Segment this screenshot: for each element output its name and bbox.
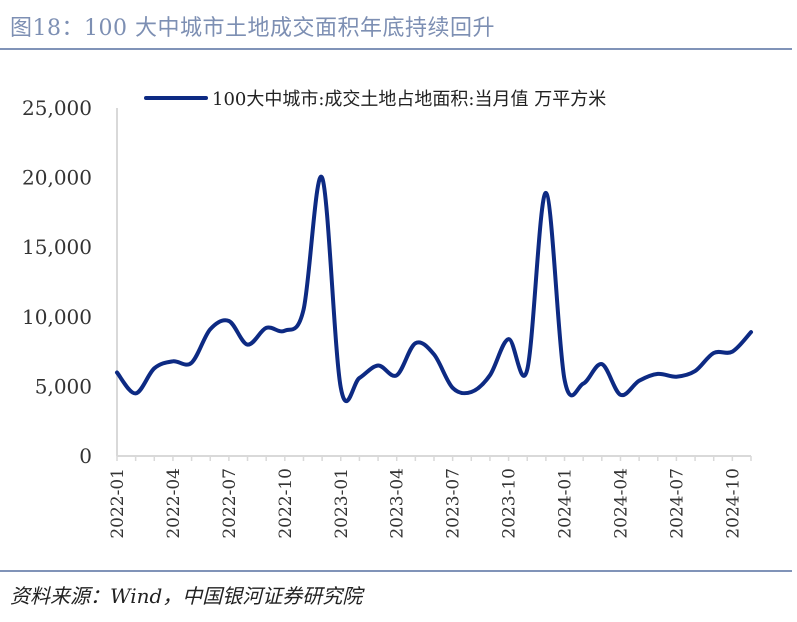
y-tick-label: 15,000: [22, 235, 92, 259]
line-chart: 100大中城市:成交土地占地面积:当月值 万平方米 0 5,000 10,000 15…: [22, 89, 753, 539]
x-tick-label: 2024-10: [723, 468, 743, 539]
x-tick-label: 2022-01: [108, 468, 128, 539]
series-line: [115, 174, 753, 404]
x-axis: 2022-01 2022-04 2022-07 2022-10 2023-01 2023-…: [108, 455, 752, 539]
figure-title: 图18：100 大中城市土地成交面积年底持续回升: [10, 16, 495, 41]
title-divider: [0, 48, 792, 50]
y-tick-label: 25,000: [22, 96, 92, 120]
x-tick-label: 2022-10: [276, 468, 296, 539]
x-tick-label: 2023-01: [332, 468, 352, 539]
y-tick-label: 5,000: [35, 374, 92, 398]
source-divider: [0, 570, 792, 572]
x-tick-label: 2022-07: [220, 468, 240, 539]
y-tick-label: 10,000: [22, 305, 92, 329]
source-note: 资料来源：Wind，中国银河证券研究院: [10, 584, 363, 608]
legend-label: 100大中城市:成交土地占地面积:当月值 万平方米: [212, 89, 606, 110]
x-tick-label: 2023-04: [388, 468, 408, 539]
x-tick-label: 2024-01: [556, 468, 576, 539]
y-axis: 0 5,000 10,000 15,000 20,000 25,000: [22, 96, 118, 468]
x-tick-label: 2022-04: [164, 468, 184, 539]
legend: 100大中城市:成交土地占地面积:当月值 万平方米: [144, 89, 606, 110]
x-tick-label: 2023-10: [500, 468, 520, 539]
x-tick-label: 2024-04: [611, 468, 631, 539]
y-tick-label: 20,000: [22, 166, 92, 190]
series-layer: [115, 174, 753, 404]
x-tick-label: 2023-07: [444, 468, 464, 539]
x-tick-label: 2024-07: [667, 468, 687, 539]
y-tick-label: 0: [79, 444, 92, 468]
